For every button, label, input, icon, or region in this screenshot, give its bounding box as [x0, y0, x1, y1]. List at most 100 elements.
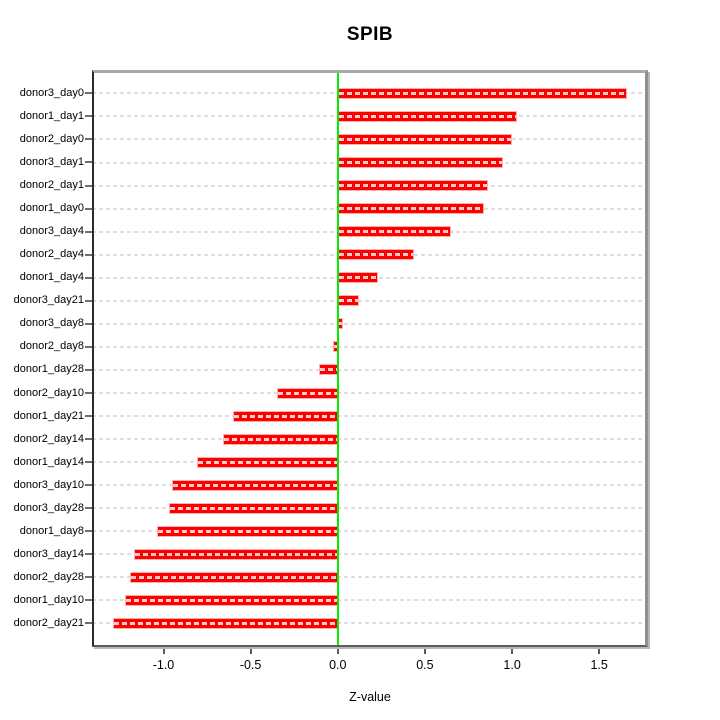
y-axis-label: donor1_day0: [19, 202, 84, 215]
y-axis-tick: [85, 392, 92, 394]
y-axis-tick: [85, 599, 92, 602]
y-axis-label: donor2_day8: [19, 340, 84, 353]
plot-area: [92, 70, 648, 647]
gridline: [92, 484, 648, 487]
gridline: [92, 576, 648, 579]
gridline: [92, 553, 648, 556]
bar: [196, 456, 338, 468]
y-axis-label: donor2_day1: [19, 179, 84, 191]
y-axis-tick: [85, 115, 92, 118]
bar: [318, 364, 338, 376]
x-axis-tick: [249, 647, 252, 654]
bar: [168, 502, 338, 514]
y-axis-label: donor3_day0: [19, 86, 84, 99]
x-axis-tick-label: -1.0: [152, 658, 175, 672]
bar: [337, 272, 378, 284]
y-axis-label: donor2_day0: [19, 132, 84, 145]
y-axis-tick: [85, 530, 92, 533]
y-axis-label: donor1_day8: [19, 524, 84, 537]
x-axis-tick: [336, 647, 339, 654]
y-axis-tick: [85, 622, 92, 625]
y-axis-label: donor3_day10: [13, 478, 84, 491]
y-axis-tick: [85, 253, 92, 256]
y-axis-tick: [85, 553, 92, 556]
gridline: [92, 622, 648, 625]
y-axis-label: donor1_day1: [19, 109, 84, 122]
gridline: [92, 415, 648, 417]
bar: [337, 249, 415, 261]
bar: [233, 410, 338, 422]
y-axis-tick: [85, 368, 92, 371]
gridline: [92, 392, 648, 394]
x-axis-tick: [511, 647, 514, 654]
x-axis-tick: [423, 647, 426, 654]
y-axis-label: donor3_day4: [19, 225, 84, 238]
gridline: [92, 322, 648, 325]
x-axis-tick-label: 1.5: [590, 658, 608, 672]
y-axis-tick: [85, 507, 92, 510]
bar: [276, 387, 338, 399]
bar: [337, 87, 628, 99]
y-axis-tick: [85, 461, 92, 464]
y-axis-label: donor2_day21: [13, 616, 84, 629]
y-axis-tick: [85, 484, 92, 487]
bar: [125, 594, 338, 606]
bar: [337, 203, 485, 215]
y-axis-label: donor3_day21: [13, 294, 84, 307]
y-axis-tick: [85, 138, 92, 141]
y-axis-label: donor2_day14: [13, 432, 84, 445]
y-axis-tick: [85, 276, 92, 279]
y-axis-label: donor2_day4: [19, 248, 84, 261]
gridline: [92, 461, 648, 464]
gridline: [92, 368, 648, 371]
y-axis-tick: [85, 184, 92, 187]
chart-title: SPIB: [346, 24, 394, 45]
bar: [222, 433, 338, 445]
y-axis-tick: [85, 92, 92, 95]
x-axis-tick-label: 1.0: [503, 658, 521, 672]
y-axis-label: donor1_day28: [13, 363, 84, 376]
y-axis-tick: [85, 415, 92, 417]
y-axis-tick: [85, 230, 92, 233]
y-axis-tick: [85, 322, 92, 325]
gridline: [92, 507, 648, 510]
zero-line: [336, 70, 339, 647]
bar: [337, 295, 359, 307]
y-axis-label: donor1_day14: [13, 455, 84, 468]
gridline: [92, 345, 648, 348]
bar: [337, 226, 452, 238]
y-axis-label: donor2_day10: [13, 386, 84, 399]
y-axis-label: donor3_day28: [13, 501, 84, 514]
y-axis-tick: [85, 207, 92, 210]
x-axis-tick-label: 0.0: [329, 658, 347, 672]
y-axis-label: donor3_day1: [19, 155, 84, 168]
x-axis-tick: [598, 647, 601, 654]
y-axis-label: donor3_day8: [19, 317, 84, 330]
gridline: [92, 530, 648, 533]
x-axis-tick-label: 0.5: [416, 658, 434, 672]
bar: [156, 525, 338, 537]
y-axis-label: donor1_day10: [13, 593, 84, 606]
y-axis-tick: [85, 576, 92, 579]
y-axis-label: donor1_day4: [19, 271, 84, 284]
gridline: [92, 438, 648, 441]
y-axis-label: donor2_day28: [13, 570, 84, 583]
y-axis-label: donor3_day14: [13, 547, 84, 560]
bar: [337, 133, 513, 145]
gridline: [92, 299, 648, 302]
bar: [130, 571, 338, 583]
bar: [337, 110, 518, 122]
y-axis-tick: [85, 299, 92, 302]
y-axis-tick: [85, 345, 92, 348]
y-axis-tick: [85, 438, 92, 441]
bar: [112, 617, 338, 629]
gridline: [92, 599, 648, 602]
y-axis-label: donor1_day21: [13, 409, 84, 422]
x-axis-title: Z-value: [349, 690, 391, 704]
x-axis-tick-label: -0.5: [239, 658, 262, 672]
y-axis-tick: [85, 161, 92, 164]
bar: [337, 157, 504, 168]
bar: [133, 548, 338, 560]
bar: [172, 479, 338, 491]
